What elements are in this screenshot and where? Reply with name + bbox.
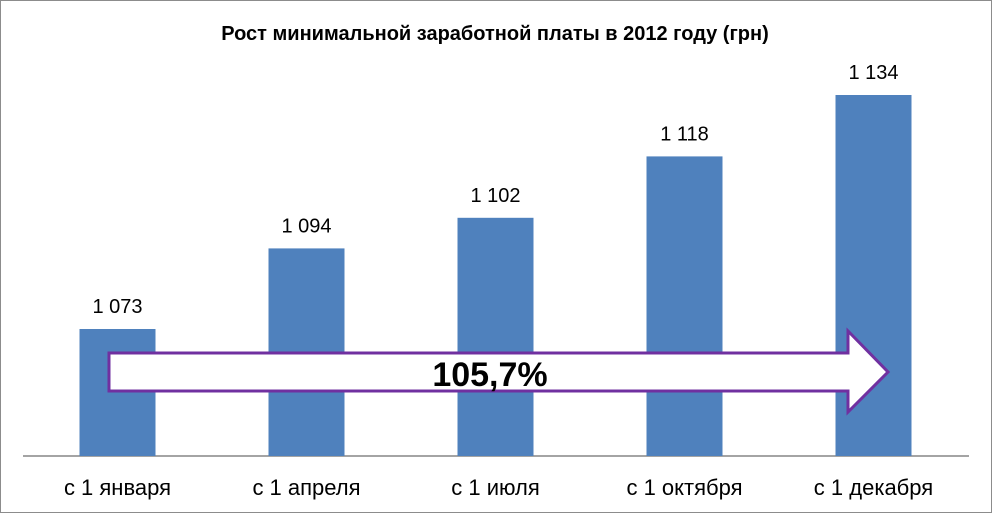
labels-layer: 1 073 с 1 января 1 094 с 1 апреля 1 102 с 1 и… [64, 62, 933, 500]
growth-arrow-shape [107, 327, 891, 416]
data-label-3: 1 102 [470, 185, 520, 207]
data-label-5: 1 134 [848, 62, 898, 84]
bar-3 [457, 217, 534, 456]
category-label-3: с 1 июля [451, 475, 540, 500]
category-label-1: с 1 января [64, 475, 171, 500]
category-label-4: с 1 октября [626, 475, 742, 500]
category-label-2: с 1 апреля [252, 475, 360, 500]
data-label-1: 1 073 [92, 296, 142, 318]
category-label-5: с 1 декабря [814, 475, 933, 500]
data-label-2: 1 094 [281, 215, 331, 237]
bars-layer [79, 95, 912, 456]
chart-title: Рост минимальной заработной платы в 2012… [221, 23, 769, 45]
data-label-4: 1 118 [660, 123, 709, 145]
growth-percent-label: 105,7% [432, 356, 547, 394]
growth-arrow: 105,7% [107, 327, 891, 416]
bar-4 [646, 156, 723, 456]
